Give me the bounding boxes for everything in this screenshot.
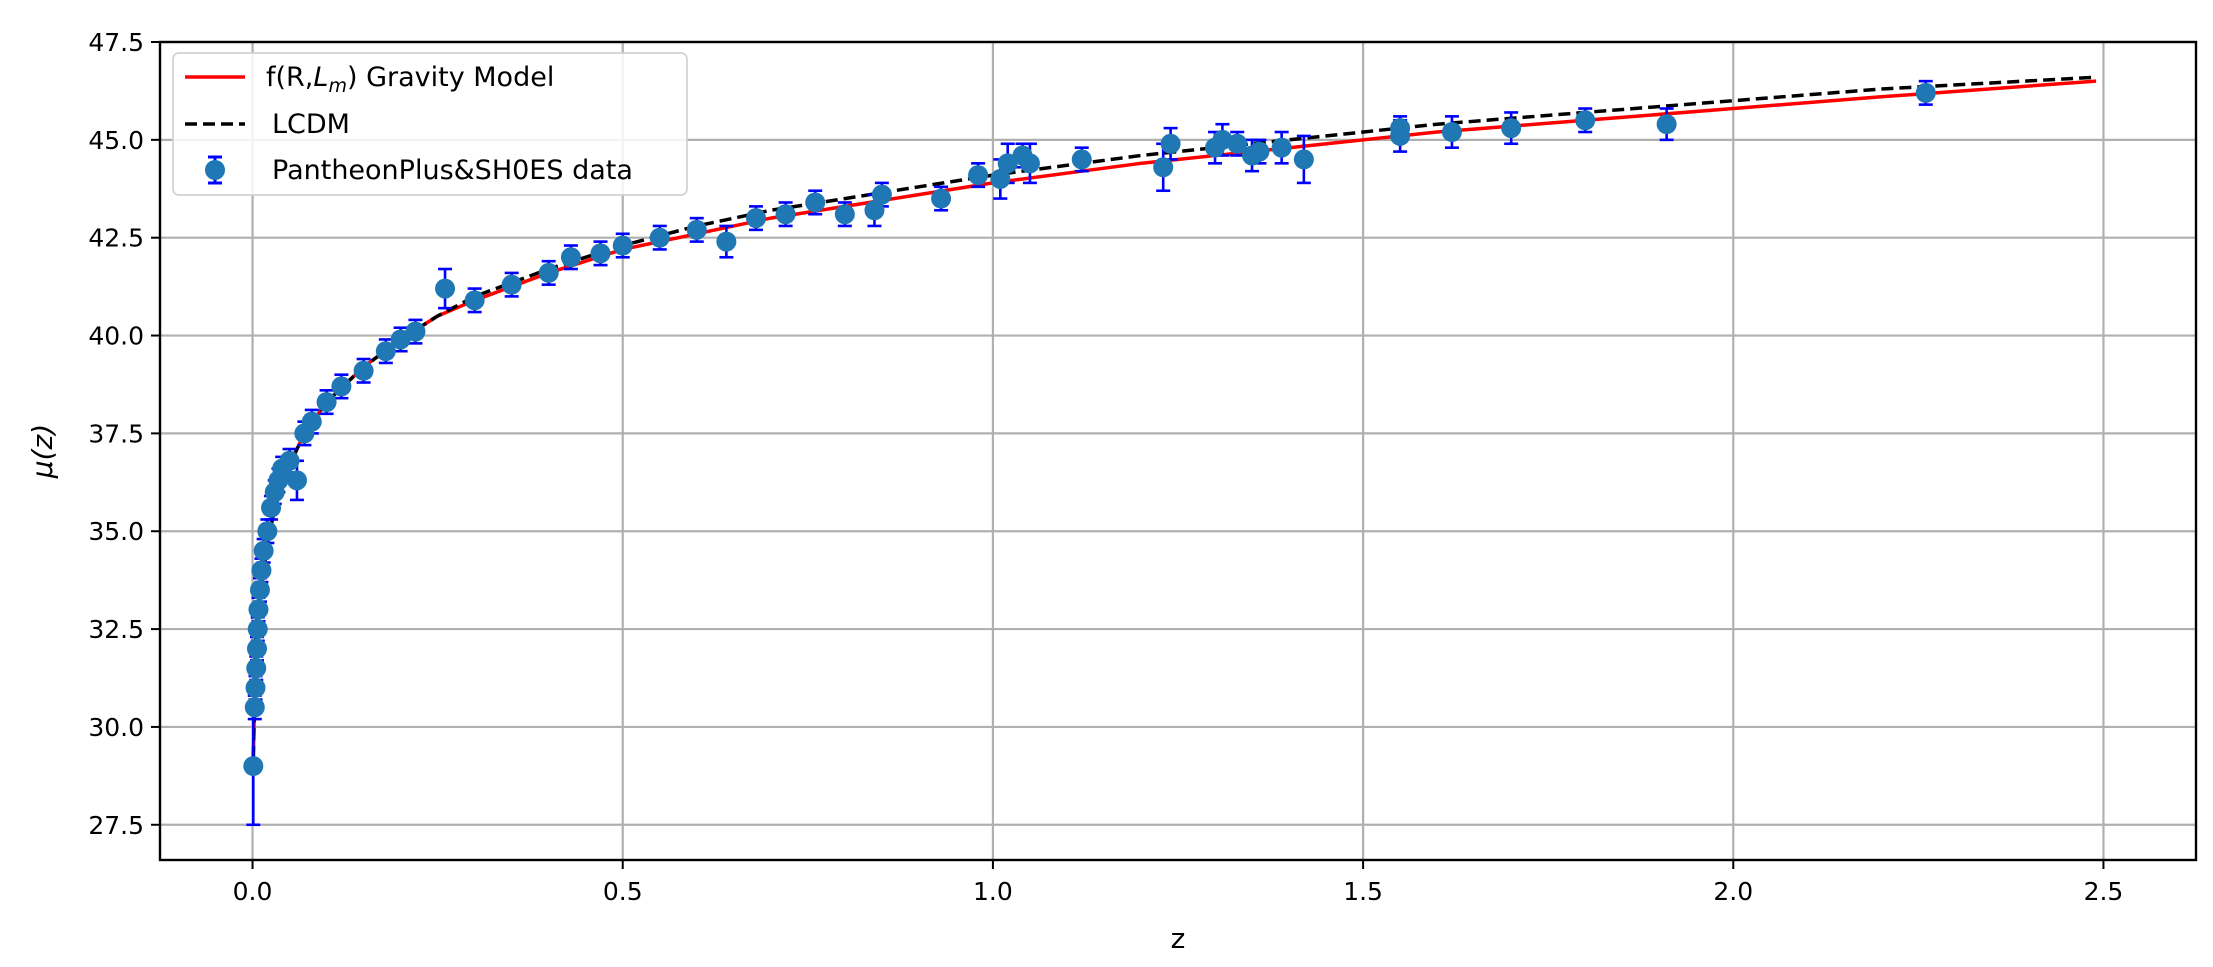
data-point [301,411,322,432]
legend-marker [205,160,225,180]
data-point [1271,137,1292,158]
data-point [353,360,374,381]
data-point [968,165,989,186]
legend-model-subscript: m [328,75,347,97]
data-point [1227,133,1248,154]
legend-model-prefix: f(R, [266,62,313,93]
y-tick-label: 47.5 [88,28,144,57]
data-point [247,619,268,640]
legend-label-lcdm: LCDM [272,109,350,140]
x-tick-label: 2.0 [1713,877,1753,906]
data-point [435,278,456,299]
data-point [253,540,274,561]
data-point [316,392,337,413]
data-point [501,274,522,295]
data-point [538,262,559,283]
y-tick-label: 32.5 [88,615,144,644]
data-point [405,321,426,342]
x-axis-label: z [1171,922,1186,955]
data-point [375,341,396,362]
legend-label-data: PantheonPlus&SH0ES data [272,155,633,186]
data-point [745,208,766,229]
data-point [1293,149,1314,170]
data-point [775,204,796,225]
data-point [331,376,352,397]
data-point [257,521,278,542]
data-point [997,153,1018,174]
data-point [686,219,707,240]
data-point [464,290,485,311]
data-point [649,227,670,248]
y-tick-label: 35.0 [88,517,144,546]
y-tick-label: 30.0 [88,713,144,742]
data-point [1249,141,1270,162]
data-point [246,638,267,659]
y-axis-label: μ(z) [26,424,59,479]
data-point [612,235,633,256]
y-tick-label: 42.5 [88,224,144,253]
data-point [1441,122,1462,143]
data-point [1390,118,1411,139]
data-point [1071,149,1092,170]
data-point [1915,82,1936,103]
x-tick-label: 1.0 [973,877,1013,906]
data-point [246,658,267,679]
legend-label-model: f(R,Lm) Gravity Model [266,62,554,97]
data-point [1153,157,1174,178]
data-point [1019,153,1040,174]
data-points [243,79,1936,827]
y-tick-label: 45.0 [88,126,144,155]
data-point [590,243,611,264]
data-point [245,677,266,698]
y-tick-label: 27.5 [88,811,144,840]
data-point [716,231,737,252]
data-point [244,697,265,718]
data-point [805,192,826,213]
data-point [834,204,855,225]
data-point [1501,118,1522,139]
data-point [251,560,272,581]
x-tick-label: 0.5 [603,877,643,906]
data-point [871,184,892,205]
x-tick-label: 0.0 [233,877,273,906]
data-point [286,470,307,491]
data-point [243,756,264,777]
data-point [560,247,581,268]
data-point [1575,110,1596,131]
data-point [990,168,1011,189]
y-tick-label: 37.5 [88,419,144,448]
data-point [261,497,282,518]
legend-model-suffix: ) Gravity Model [347,62,554,93]
data-point [931,188,952,209]
legend: f(R,Lm) Gravity Model LCDM PantheonPlus&… [172,52,688,196]
data-point [249,579,270,600]
axis-ticks: 0.0 0.5 1.0 1.5 2.0 2.5 27.5 30.0 32.5 35.0 37.5 40… [88,28,2123,906]
data-point [1160,133,1181,154]
y-tick-label: 40.0 [88,322,144,351]
data-point [390,329,411,350]
legend-box [172,52,688,196]
legend-model-symbol: L [313,62,328,93]
data-point [248,599,269,620]
data-point [1656,114,1677,135]
data-point [864,200,885,221]
x-tick-label: 2.5 [2084,877,2124,906]
x-tick-label: 1.5 [1343,877,1383,906]
data-point [279,450,300,471]
plot-frame [158,40,2198,862]
